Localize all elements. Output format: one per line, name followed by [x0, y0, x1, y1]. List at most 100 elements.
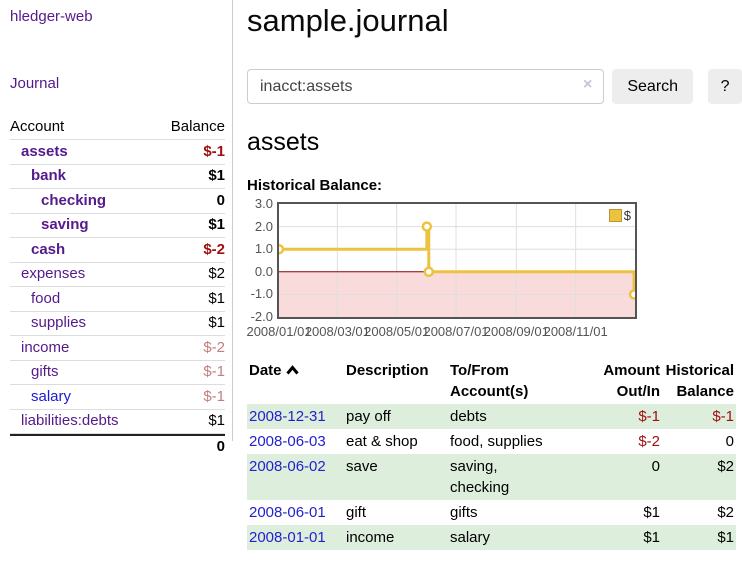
y-tick-label: -2.0	[250, 309, 273, 324]
transaction-date-link[interactable]: 2008-01-01	[249, 529, 326, 546]
account-link-assets[interactable]: assets	[21, 142, 68, 160]
accounts-total-row: 0	[10, 434, 225, 459]
x-tick-label: 2008/03/01	[304, 324, 370, 339]
transaction-balance: $2	[662, 454, 736, 500]
transaction-description: save	[344, 454, 448, 500]
col-header-balance: Historical Balance	[665, 362, 734, 400]
account-row: checking 0	[10, 189, 225, 214]
account-balance: $1	[208, 167, 225, 185]
search-bar: × Search ?	[247, 69, 742, 104]
transaction-date-link[interactable]: 2008-06-02	[249, 458, 326, 475]
transaction-description: eat & shop	[346, 433, 418, 450]
transaction-description: pay off	[344, 404, 448, 429]
account-balance: $-1	[203, 363, 225, 381]
transaction-date-link[interactable]: 2008-06-01	[249, 504, 326, 521]
account-row: saving $1	[10, 214, 225, 238]
col-header-account: To/From Account(s)	[450, 362, 529, 400]
col-header-date[interactable]: Date	[247, 358, 344, 404]
transaction-balance: $-1	[662, 404, 736, 429]
account-link-gifts[interactable]: gifts	[31, 363, 59, 381]
accounts-col-header: Account	[10, 117, 65, 135]
sort-ascending-icon	[285, 361, 299, 382]
accounts-total-value: 0	[216, 438, 225, 456]
account-balance: $-2	[203, 240, 225, 258]
account-link-cash[interactable]: cash	[31, 240, 66, 258]
account-row: food $1	[10, 287, 225, 312]
account-link-checking[interactable]: checking	[41, 191, 107, 209]
y-tick-label: 0.0	[254, 263, 273, 279]
transaction-balance: 0	[725, 433, 734, 450]
y-tick-label: 3.0	[254, 196, 273, 211]
y-tick-label: -1.0	[250, 286, 273, 302]
page-title: sample.journal	[247, 3, 449, 38]
account-row: cash $-2	[10, 238, 225, 263]
account-balance: $-1	[203, 142, 225, 160]
account-row: liabilities:debts $1	[10, 410, 225, 434]
account-balance: $-2	[203, 338, 225, 356]
transaction-row: 2008-01-01 income salary $1 $1	[247, 525, 736, 550]
account-link-liabilities-debts[interactable]: liabilities:debts	[21, 412, 119, 430]
y-tick-label: 1.0	[254, 241, 273, 257]
account-link-salary[interactable]: salary	[31, 387, 72, 405]
legend-swatch-icon	[608, 209, 622, 222]
account-balance: 0	[216, 191, 225, 209]
transaction-date-cell: 2008-06-03	[247, 429, 344, 454]
transactions-header-row: Date Description To/From Account(s) Amoun…	[247, 358, 736, 404]
transaction-amount: $-2	[638, 433, 660, 450]
account-row: supplies $1	[10, 312, 225, 336]
account-balance: $-1	[203, 387, 225, 405]
clear-search-icon[interactable]: ×	[583, 76, 593, 93]
historical-balance-chart: 3.0 2.0 1.0 0.0 -1.0 -2.0 $ 2008/01/01 2008/03…	[246, 196, 742, 342]
account-row: income $-2	[10, 336, 225, 361]
transaction-row: 2008-06-03 eat & shop food, supplies $-2…	[247, 429, 736, 454]
transaction-date-cell: 2008-06-02	[247, 454, 344, 500]
transaction-amount: $-1	[587, 404, 662, 429]
transaction-accounts: saving, checking	[448, 454, 587, 500]
transaction-accounts: gifts	[450, 504, 478, 521]
account-row: salary $-1	[10, 385, 225, 410]
account-balance: $1	[208, 412, 225, 430]
transaction-date-link[interactable]: 2008-06-03	[249, 433, 326, 450]
account-row: expenses $2	[10, 263, 225, 287]
account-balance: $2	[208, 265, 225, 283]
chart-label: Historical Balance:	[247, 177, 383, 194]
search-input[interactable]	[247, 69, 605, 104]
account-link-food[interactable]: food	[31, 289, 61, 307]
accounts-table-header: Account Balance	[10, 114, 225, 140]
account-heading: assets	[247, 128, 320, 156]
account-link-saving[interactable]: saving	[41, 216, 89, 234]
x-tick-label: 2008/11/01	[543, 324, 608, 339]
account-row: gifts $-1	[10, 361, 225, 385]
transaction-date-link[interactable]: 2008-12-31	[249, 408, 326, 425]
x-tick-label: 2008/05/01	[364, 324, 430, 339]
search-button[interactable]: Search	[612, 69, 694, 104]
transaction-description: income	[344, 525, 448, 550]
help-button[interactable]: ?	[708, 69, 742, 104]
x-tick-label: 2008/01/01	[246, 324, 312, 339]
account-balance: $1	[208, 314, 225, 332]
account-link-supplies[interactable]: supplies	[31, 314, 87, 332]
transaction-accounts: salary	[448, 525, 587, 550]
sidebar-item-journal[interactable]: Journal	[10, 75, 60, 92]
transaction-description: gift	[346, 504, 367, 521]
transaction-row: 2008-06-02 save saving, checking 0 $2	[247, 454, 736, 500]
account-link-income[interactable]: income	[21, 338, 70, 356]
x-tick-label: 2008/07/01	[423, 324, 489, 339]
account-link-expenses[interactable]: expenses	[21, 265, 86, 283]
transaction-date-cell: 2008-06-01	[247, 500, 344, 525]
transaction-amount: $1	[643, 504, 660, 521]
transactions-table: Date Description To/From Account(s) Amoun…	[247, 358, 736, 550]
chart-canvas	[279, 204, 635, 317]
account-row: assets $-1	[10, 140, 225, 165]
balance-col-header: Balance	[170, 117, 225, 135]
transaction-accounts: food, supplies	[450, 433, 543, 450]
transaction-balance: $2	[717, 504, 734, 521]
transaction-row: 2008-12-31 pay off debts $-1 $-1	[247, 404, 736, 429]
app-title-link[interactable]: hledger-web	[10, 8, 93, 25]
accounts-table: Account Balance assets $-1 bank $1 checkin…	[10, 114, 225, 459]
account-balance: $1	[208, 216, 225, 234]
plot-area: $	[277, 202, 637, 319]
account-link-bank[interactable]: bank	[31, 167, 67, 185]
transaction-date-cell: 2008-01-01	[247, 525, 344, 550]
account-row: bank $1	[10, 165, 225, 189]
